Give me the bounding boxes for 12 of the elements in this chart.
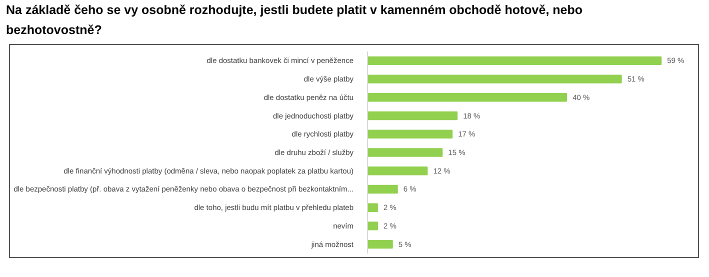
bar — [368, 166, 428, 176]
bar — [368, 56, 662, 66]
bar — [368, 130, 453, 138]
bar — [368, 148, 443, 157]
bar — [368, 74, 622, 84]
bar — [368, 240, 393, 249]
chart-title: Na základě čeho se vy osobně rozhodujte, jestli budete platit v kamenném obchodě hotově, nebo bezhotovostně? — [6, 2, 584, 39]
bar — [368, 111, 458, 120]
bar — [368, 222, 378, 230]
bar — [368, 184, 398, 194]
bar — [368, 203, 378, 212]
bar — [368, 93, 568, 102]
